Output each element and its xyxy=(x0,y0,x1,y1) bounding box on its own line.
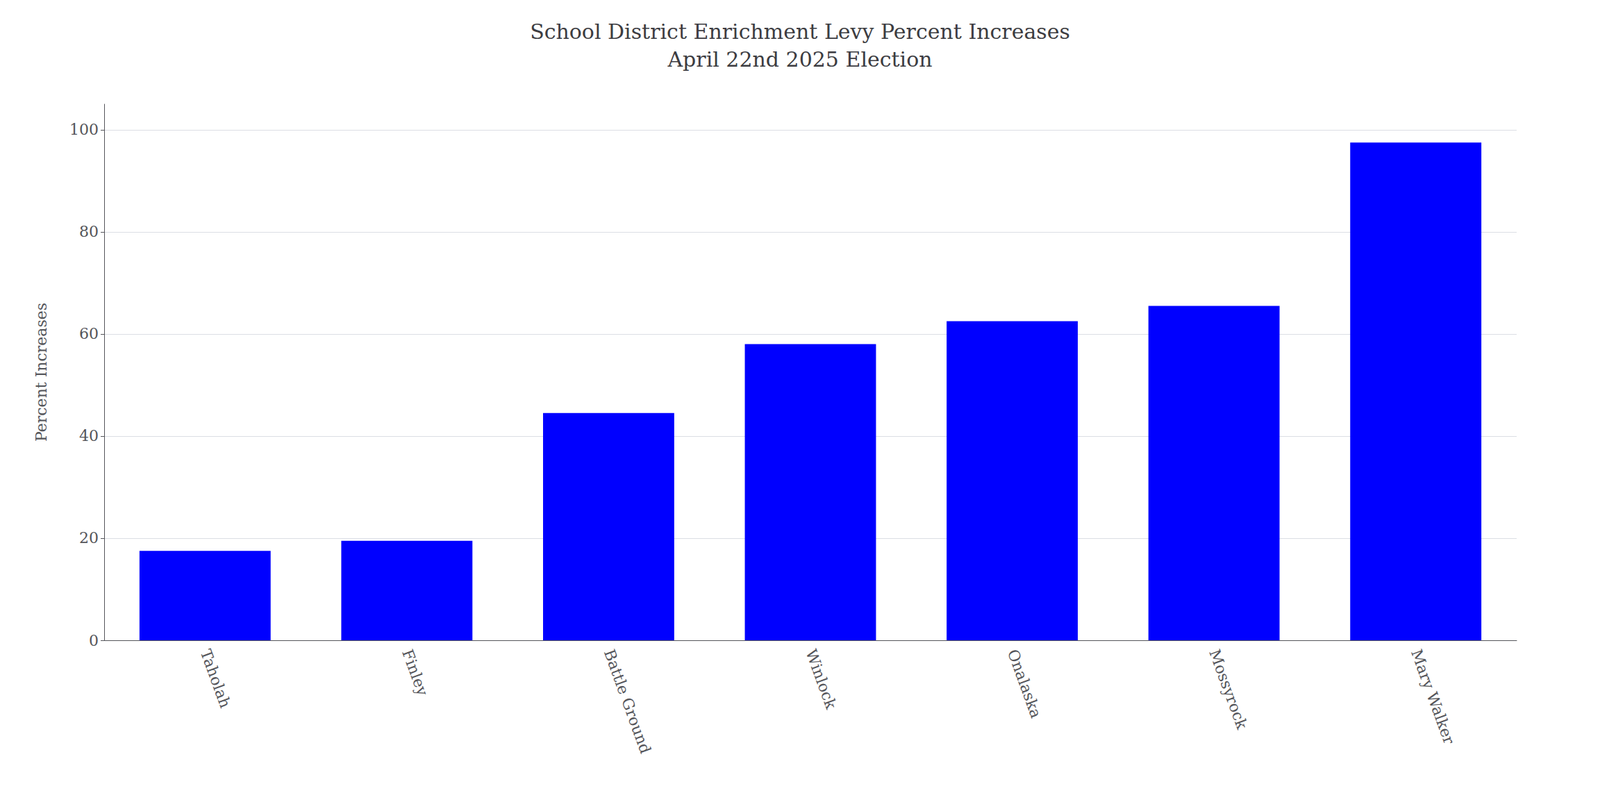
svg-text:Mossyrock: Mossyrock xyxy=(1205,647,1251,732)
svg-text:100: 100 xyxy=(69,120,99,139)
svg-text:40: 40 xyxy=(79,427,99,445)
svg-text:Mary Walker: Mary Walker xyxy=(1407,647,1459,748)
svg-text:Percent Increases: Percent Increases xyxy=(32,302,50,442)
svg-text:Winlock: Winlock xyxy=(802,647,840,712)
svg-text:Finley: Finley xyxy=(398,647,432,699)
svg-text:20: 20 xyxy=(79,529,99,547)
svg-text:Taholah: Taholah xyxy=(197,647,235,711)
svg-text:April 22nd 2025 Election: April 22nd 2025 Election xyxy=(666,47,932,72)
svg-text:60: 60 xyxy=(79,325,99,343)
svg-text:Onalaska: Onalaska xyxy=(1004,647,1046,721)
svg-text:80: 80 xyxy=(79,222,99,241)
svg-text:Battle Ground: Battle Ground xyxy=(600,647,655,757)
svg-text:0: 0 xyxy=(88,631,99,650)
svg-text:School District Enrichment Lev: School District Enrichment Levy Percent … xyxy=(529,19,1071,44)
